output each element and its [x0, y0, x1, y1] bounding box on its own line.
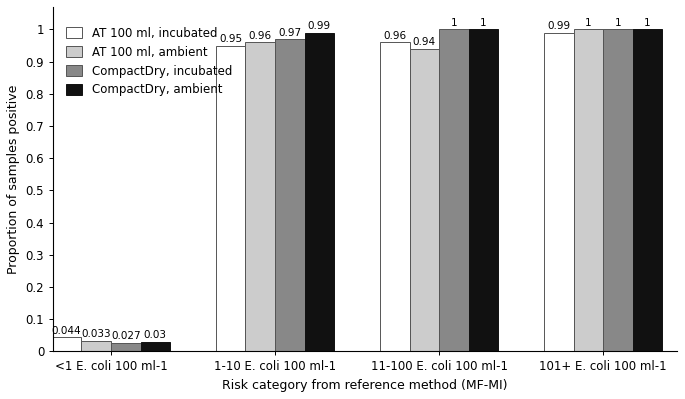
- Text: 1: 1: [585, 18, 592, 28]
- X-axis label: Risk category from reference method (MF-MI): Risk category from reference method (MF-…: [223, 379, 508, 392]
- Text: 1: 1: [451, 18, 457, 28]
- Bar: [52, 337, 82, 352]
- Text: 1: 1: [614, 18, 621, 28]
- Bar: [245, 42, 275, 352]
- Bar: [305, 33, 334, 352]
- Text: 0.96: 0.96: [383, 31, 406, 41]
- Bar: [111, 343, 140, 352]
- Text: 0.97: 0.97: [278, 28, 301, 38]
- Bar: [573, 30, 603, 352]
- Text: 0.99: 0.99: [308, 21, 331, 31]
- Bar: [469, 30, 498, 352]
- Text: 0.99: 0.99: [547, 21, 571, 31]
- Text: 0.033: 0.033: [82, 329, 111, 339]
- Bar: [633, 30, 662, 352]
- Text: 0.94: 0.94: [413, 37, 436, 47]
- Bar: [544, 33, 573, 352]
- Text: 1: 1: [645, 18, 651, 28]
- Text: 0.96: 0.96: [249, 31, 272, 41]
- Y-axis label: Proportion of samples positive: Proportion of samples positive: [7, 85, 20, 274]
- Bar: [410, 49, 439, 352]
- Bar: [140, 342, 170, 352]
- Bar: [275, 39, 305, 352]
- Legend: AT 100 ml, incubated, AT 100 ml, ambient, CompactDry, incubated, CompactDry, amb: AT 100 ml, incubated, AT 100 ml, ambient…: [62, 23, 236, 100]
- Text: 1: 1: [480, 18, 487, 28]
- Bar: [82, 341, 111, 352]
- Text: 0.027: 0.027: [111, 331, 140, 341]
- Bar: [439, 30, 469, 352]
- Text: 0.044: 0.044: [52, 326, 82, 336]
- Text: 0.95: 0.95: [219, 34, 242, 44]
- Bar: [603, 30, 633, 352]
- Text: 0.03: 0.03: [144, 330, 167, 340]
- Bar: [380, 42, 410, 352]
- Bar: [216, 45, 245, 352]
